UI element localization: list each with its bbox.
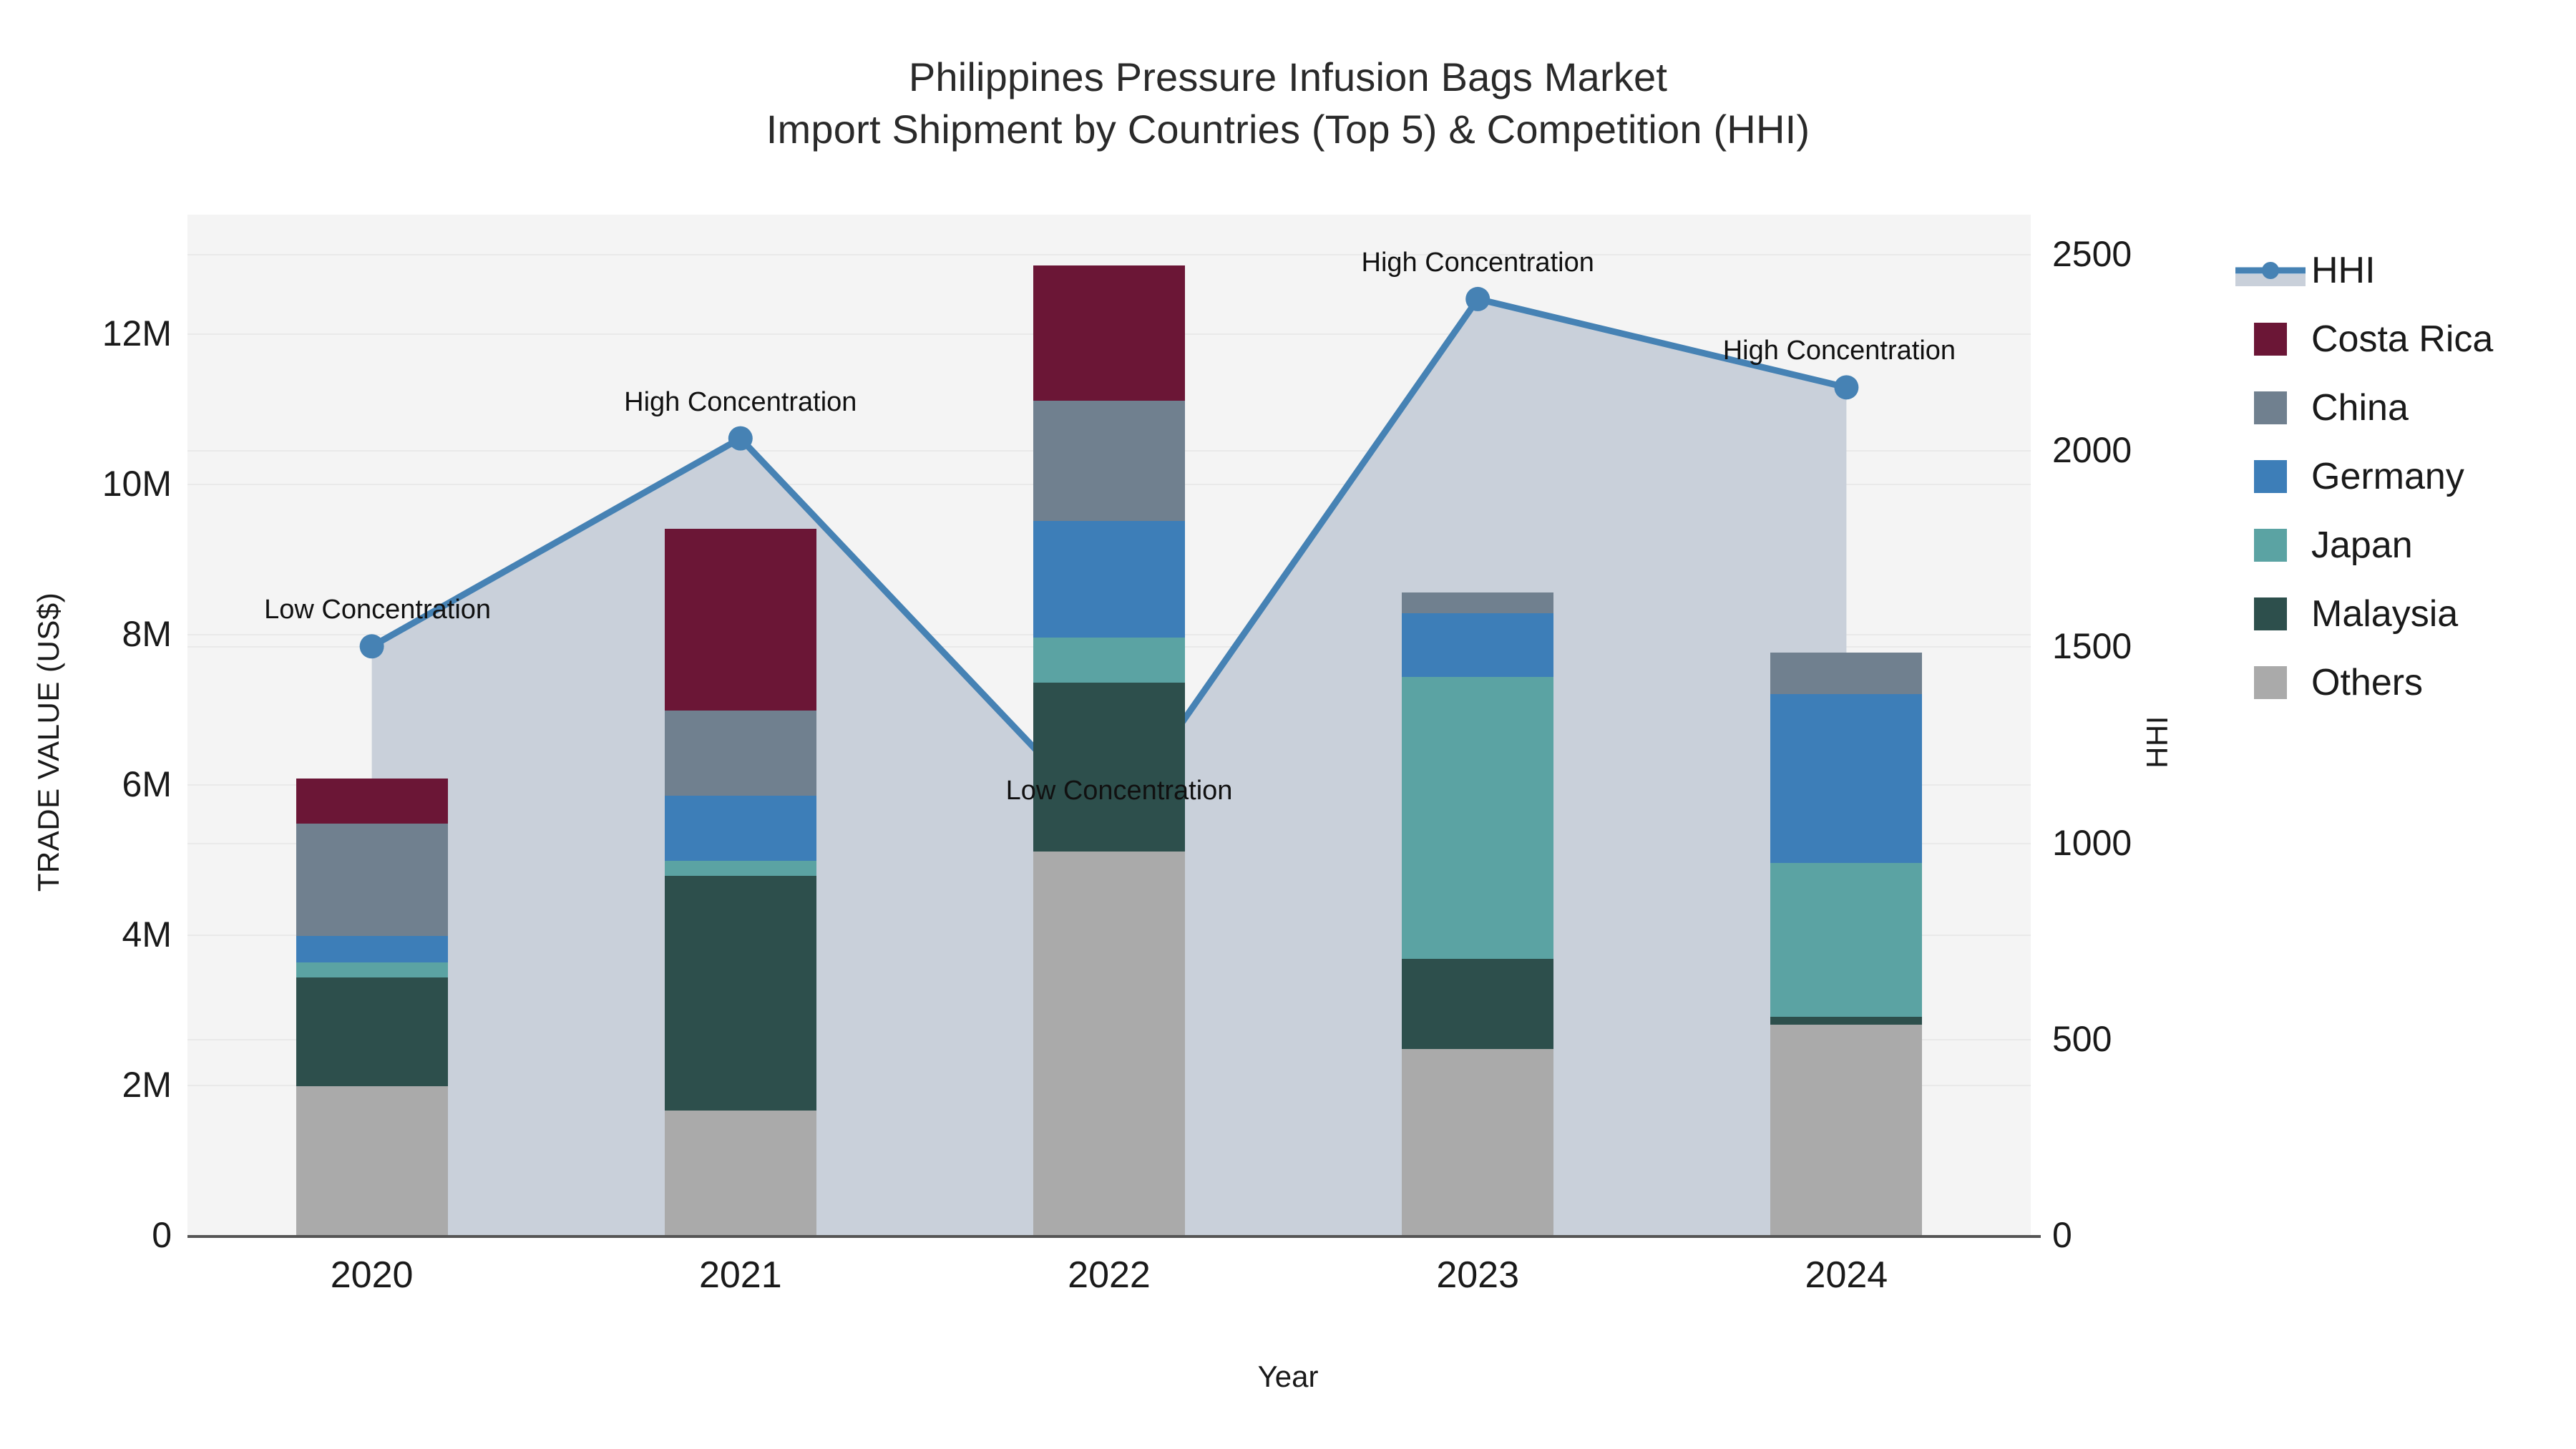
annotation-2021: High Concentration [624,386,857,417]
bar-segment-2021-germany[interactable] [664,795,816,862]
legend-item-hhi[interactable]: HHI [2235,236,2493,305]
legend-label: HHI [2311,250,2376,291]
y-tick-left-2M: 2M [122,1064,172,1105]
bar-segment-2023-others[interactable] [1402,1048,1554,1235]
legend-swatch-icon [2254,666,2287,699]
bar-segment-2021-china[interactable] [664,711,816,796]
legend-label: Costa Rica [2311,318,2494,360]
legend-label: Others [2311,662,2424,703]
y-tick-left-4M: 4M [122,914,172,955]
x-axis-line [187,1235,2041,1238]
legend-swatch-icon [2254,529,2287,562]
legend-swatch-icon [2254,460,2287,493]
bar-segment-2024-others[interactable] [1770,1024,1923,1235]
hhi-line-icon [2235,254,2306,287]
annotation-2023: High Concentration [1361,247,1594,278]
x-tick-2020: 2020 [330,1254,414,1296]
y-tick-right-2000: 2000 [2052,430,2132,471]
y-tick-right-1500: 1500 [2052,626,2132,667]
legend-item-japan[interactable]: Japan [2254,511,2493,580]
y-tick-left-8M: 8M [122,613,172,654]
legend-item-china[interactable]: China [2254,374,2493,442]
bar-group-2020[interactable] [296,215,448,1235]
hhi-marker-2023[interactable] [1465,286,1491,311]
y-tick-right-1000: 1000 [2052,822,2132,863]
bar-segment-2022-others[interactable] [1033,852,1185,1235]
x-tick-2023: 2023 [1436,1254,1520,1296]
y-tick-right-2500: 2500 [2052,233,2132,274]
legend-item-costa-rica[interactable]: Costa Rica [2254,305,2493,374]
x-axis-label: Year [1257,1360,1319,1393]
legend-item-malaysia[interactable]: Malaysia [2254,580,2493,648]
legend-label: Malaysia [2311,593,2459,635]
hhi-dot-icon [2262,262,2279,279]
bar-segment-2023-germany[interactable] [1402,613,1554,677]
annotation-2020: Low Concentration [264,595,492,625]
bar-group-2021[interactable] [664,215,816,1235]
bar-segment-2024-malaysia[interactable] [1770,1017,1923,1025]
bar-segment-2020-costa-rica[interactable] [296,778,448,824]
hhi-marker-2024[interactable] [1834,375,1859,400]
annotation-2022: Low Concentration [1005,775,1233,806]
plot-area [187,215,2031,1236]
chart-title-line-2: Import Shipment by Countries (Top 5) & C… [766,106,1810,152]
bar-segment-2020-others[interactable] [296,1086,448,1235]
bar-segment-2020-germany[interactable] [296,936,448,962]
x-tick-2021: 2021 [698,1254,782,1296]
y-tick-right-500: 500 [2052,1018,2112,1059]
y-tick-left-10M: 10M [102,463,172,504]
bar-group-2023[interactable] [1402,215,1554,1235]
bar-segment-2022-china[interactable] [1033,401,1185,522]
bar-segment-2021-others[interactable] [664,1110,816,1235]
bar-segment-2022-germany[interactable] [1033,521,1185,638]
legend-swatch-icon [2254,391,2287,424]
y-tick-right-0: 0 [2052,1215,2072,1255]
bar-group-2024[interactable] [1770,215,1923,1235]
x-tick-2022: 2022 [1068,1254,1151,1296]
legend-item-germany[interactable]: Germany [2254,442,2493,511]
legend-label: Germany [2311,456,2464,497]
annotation-2024: High Concentration [1722,336,1956,366]
bar-segment-2022-costa-rica[interactable] [1033,265,1185,401]
legend: HHI Costa Rica China Germany Japan Malaysia Ot… [2235,236,2493,717]
bar-segment-2021-costa-rica[interactable] [664,528,816,711]
y-tick-left-6M: 6M [122,763,172,804]
bar-segment-2022-malaysia[interactable] [1033,683,1185,852]
bar-segment-2024-china[interactable] [1770,653,1923,694]
legend-label: Japan [2311,525,2413,566]
bar-segment-2024-japan[interactable] [1770,863,1923,1018]
chart-title: Philippines Pressure Infusion Bags Marke… [0,52,2576,156]
legend-label: China [2311,387,2409,429]
y-axis-left-label-wrap: TRADE VALUE (US$) [13,215,65,1235]
chart-title-line-1: Philippines Pressure Infusion Bags Marke… [908,54,1668,99]
bar-segment-2023-china[interactable] [1402,592,1554,613]
bar-segment-2021-japan[interactable] [664,861,816,877]
bar-group-2022[interactable] [1033,215,1185,1235]
gridline-right-5 [187,253,2031,255]
legend-item-others[interactable]: Others [2254,648,2493,717]
bar-segment-2023-japan[interactable] [1402,676,1554,959]
bar-segment-2023-malaysia[interactable] [1402,958,1554,1049]
bar-segment-2020-japan[interactable] [296,962,448,977]
y-tick-left-0: 0 [152,1215,172,1255]
y-axis-left-label: TRADE VALUE (US$) [31,592,65,892]
hhi-marker-2020[interactable] [359,634,384,659]
legend-swatch-icon [2254,323,2287,356]
bar-segment-2022-japan[interactable] [1033,638,1185,683]
legend-swatch-icon [2254,597,2287,630]
y-axis-right-label: HHI [2140,716,2174,769]
hhi-marker-2021[interactable] [728,426,753,451]
bar-segment-2021-malaysia[interactable] [664,876,816,1111]
y-axis-right-label-wrap: HHI [2136,215,2179,1235]
bar-segment-2020-malaysia[interactable] [296,977,448,1087]
bar-segment-2024-germany[interactable] [1770,693,1923,864]
y-tick-left-12M: 12M [102,313,172,353]
bar-segment-2020-china[interactable] [296,823,448,937]
hhi-area-icon [2235,274,2306,286]
x-tick-2024: 2024 [1805,1254,1888,1296]
